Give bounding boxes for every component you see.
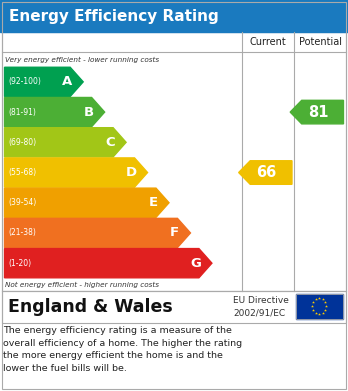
Text: G: G — [191, 256, 201, 270]
Polygon shape — [5, 158, 148, 187]
Text: A: A — [62, 75, 72, 88]
Polygon shape — [5, 67, 83, 97]
Text: Not energy efficient - higher running costs: Not energy efficient - higher running co… — [5, 282, 159, 288]
Text: Current: Current — [250, 37, 286, 47]
Text: D: D — [126, 166, 137, 179]
Text: (81-91): (81-91) — [8, 108, 36, 117]
Text: (39-54): (39-54) — [8, 198, 36, 207]
Bar — [0, 0, 348, 32]
Text: 81: 81 — [308, 104, 329, 120]
Text: Very energy efficient - lower running costs: Very energy efficient - lower running co… — [5, 57, 159, 63]
Polygon shape — [239, 161, 292, 184]
Text: Energy Efficiency Rating: Energy Efficiency Rating — [9, 9, 219, 23]
Text: Potential: Potential — [299, 37, 342, 47]
Polygon shape — [5, 218, 190, 248]
Text: (55-68): (55-68) — [8, 168, 36, 177]
Text: (92-100): (92-100) — [8, 77, 41, 86]
Text: (1-20): (1-20) — [8, 259, 31, 268]
Bar — [2, 32, 346, 291]
Text: (21-38): (21-38) — [8, 228, 36, 237]
Text: The energy efficiency rating is a measure of the
overall efficiency of a home. T: The energy efficiency rating is a measur… — [3, 326, 243, 373]
Bar — [2, 291, 346, 323]
Text: England & Wales: England & Wales — [8, 298, 173, 316]
Polygon shape — [5, 249, 212, 278]
Text: B: B — [84, 106, 94, 118]
Text: (69-80): (69-80) — [8, 138, 36, 147]
Polygon shape — [5, 128, 126, 157]
Polygon shape — [290, 100, 343, 124]
Bar — [296, 294, 343, 319]
Bar — [296, 294, 343, 319]
Text: C: C — [105, 136, 115, 149]
Text: 66: 66 — [256, 165, 277, 180]
Polygon shape — [5, 188, 169, 217]
Polygon shape — [5, 97, 105, 127]
Text: F: F — [170, 226, 179, 239]
Text: E: E — [149, 196, 158, 209]
Text: EU Directive
2002/91/EC: EU Directive 2002/91/EC — [233, 296, 289, 317]
